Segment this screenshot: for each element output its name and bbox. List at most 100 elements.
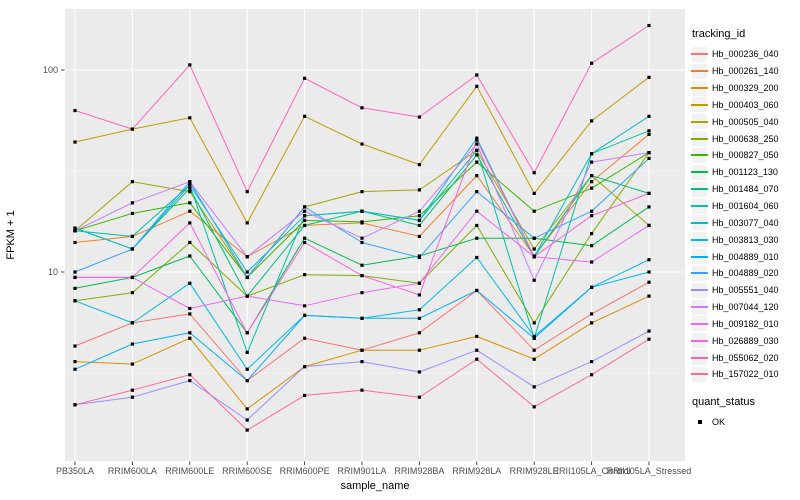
data-point-marker bbox=[130, 342, 134, 346]
legend-key-swatch bbox=[691, 333, 708, 349]
legend-line-sample bbox=[691, 171, 708, 174]
legend-item-Hb_026889_030: Hb_026889_030 bbox=[691, 332, 798, 349]
legend-key-swatch bbox=[691, 350, 708, 366]
data-point-marker bbox=[532, 171, 536, 175]
legend-item-label: Hb_000236_040 bbox=[712, 49, 779, 60]
data-point-marker bbox=[475, 288, 479, 293]
y-axis-title: FPKM + 1 bbox=[5, 210, 17, 259]
data-point-marker bbox=[647, 191, 651, 195]
data-point-marker bbox=[360, 142, 364, 146]
data-point-marker bbox=[303, 218, 307, 223]
data-point-marker bbox=[475, 136, 479, 140]
x-tick-label: RRII105LA_Stressed bbox=[607, 466, 692, 476]
data-point-marker bbox=[130, 388, 134, 392]
data-point-marker bbox=[590, 321, 594, 325]
data-point-marker bbox=[532, 209, 536, 213]
legend-line-sample bbox=[691, 205, 708, 208]
data-point-marker bbox=[475, 84, 479, 88]
legend-line-sample bbox=[691, 339, 708, 342]
data-point-marker bbox=[475, 138, 479, 142]
data-point-marker bbox=[130, 275, 134, 280]
data-point-marker bbox=[417, 281, 421, 285]
x-tick-label: RRIM901LA bbox=[337, 466, 386, 476]
legend-line-sample bbox=[691, 356, 708, 359]
x-tick-label: RRIM928LA bbox=[452, 466, 501, 476]
data-point-marker bbox=[590, 119, 594, 123]
data-point-marker bbox=[475, 348, 479, 352]
data-point-marker bbox=[532, 334, 536, 338]
data-point-marker bbox=[647, 223, 651, 228]
data-point-marker bbox=[532, 236, 536, 240]
legend-line-sample bbox=[691, 373, 708, 376]
data-point-marker bbox=[73, 108, 77, 113]
data-point-marker bbox=[532, 278, 536, 282]
data-point-marker bbox=[475, 153, 479, 157]
data-point-marker bbox=[245, 331, 249, 335]
data-point-marker bbox=[475, 190, 479, 194]
data-point-marker bbox=[532, 191, 536, 195]
data-point-marker bbox=[73, 286, 77, 290]
data-point-marker bbox=[303, 273, 307, 277]
legend-item-Hb_004889_020: Hb_004889_020 bbox=[691, 265, 798, 282]
data-point-marker bbox=[647, 270, 651, 274]
legend-item-label: Hb_003813_030 bbox=[712, 234, 779, 245]
legend-item-label: Hb_009182_010 bbox=[712, 318, 779, 329]
data-point-marker bbox=[647, 156, 651, 161]
legend-line-sample bbox=[691, 289, 708, 292]
data-point-marker bbox=[590, 61, 594, 65]
plot-panel bbox=[65, 9, 685, 461]
data-point-marker bbox=[417, 331, 421, 335]
data-point-marker bbox=[245, 350, 249, 354]
data-point-marker bbox=[590, 209, 594, 213]
data-point-marker bbox=[475, 334, 479, 338]
legend-item-Hb_005551_040: Hb_005551_040 bbox=[691, 282, 798, 299]
data-point-marker bbox=[303, 365, 307, 369]
data-point-marker bbox=[303, 336, 307, 340]
data-point-marker bbox=[303, 240, 307, 245]
data-point-marker bbox=[590, 312, 594, 316]
data-point-marker bbox=[590, 214, 594, 218]
data-point-marker bbox=[475, 255, 479, 260]
data-point-marker bbox=[303, 114, 307, 118]
data-point-marker bbox=[188, 180, 192, 184]
legend-key-swatch bbox=[691, 366, 708, 382]
legend-key-swatch bbox=[691, 131, 708, 147]
data-point-marker bbox=[475, 142, 479, 146]
legend-line-sample bbox=[691, 103, 708, 106]
legend-item-Hb_003813_030: Hb_003813_030 bbox=[691, 231, 798, 248]
legend-item-label: Hb_000329_200 bbox=[712, 83, 779, 94]
data-point-marker bbox=[417, 395, 421, 399]
data-point-marker bbox=[360, 106, 364, 110]
data-point-marker bbox=[475, 223, 479, 228]
data-point-marker bbox=[360, 190, 364, 194]
legend-key-swatch bbox=[692, 414, 707, 430]
data-point-marker bbox=[130, 321, 134, 325]
data-point-marker bbox=[245, 428, 249, 432]
legend-item-Hb_009182_010: Hb_009182_010 bbox=[691, 316, 798, 333]
data-point-marker bbox=[73, 240, 77, 245]
legend-key-swatch bbox=[691, 299, 708, 315]
data-point-marker bbox=[245, 407, 249, 411]
legend-item-label: Hb_001123_130 bbox=[712, 167, 778, 178]
x-tick-label: RRIM928BA bbox=[394, 466, 444, 476]
data-point-marker bbox=[417, 188, 421, 192]
legend-item-Hb_003077_040: Hb_003077_040 bbox=[691, 214, 798, 231]
legend-key-swatch bbox=[691, 80, 708, 96]
legend-title-tracking-id: tracking_id bbox=[692, 28, 746, 40]
data-point-marker bbox=[73, 360, 77, 364]
legend-line-sample bbox=[691, 137, 708, 140]
data-point-marker bbox=[303, 76, 307, 80]
data-point-marker bbox=[303, 223, 307, 228]
data-point-marker bbox=[475, 148, 479, 152]
data-point-marker bbox=[532, 321, 536, 325]
legend-key-swatch bbox=[691, 63, 708, 79]
data-point-marker bbox=[73, 367, 77, 371]
data-point-marker bbox=[360, 360, 364, 364]
data-point-marker bbox=[303, 236, 307, 240]
data-point-marker bbox=[647, 129, 651, 133]
data-point-marker bbox=[188, 378, 192, 383]
data-point-marker bbox=[188, 240, 192, 245]
data-point-marker bbox=[303, 205, 307, 209]
data-point-marker bbox=[245, 378, 249, 383]
data-point-marker bbox=[73, 403, 77, 407]
